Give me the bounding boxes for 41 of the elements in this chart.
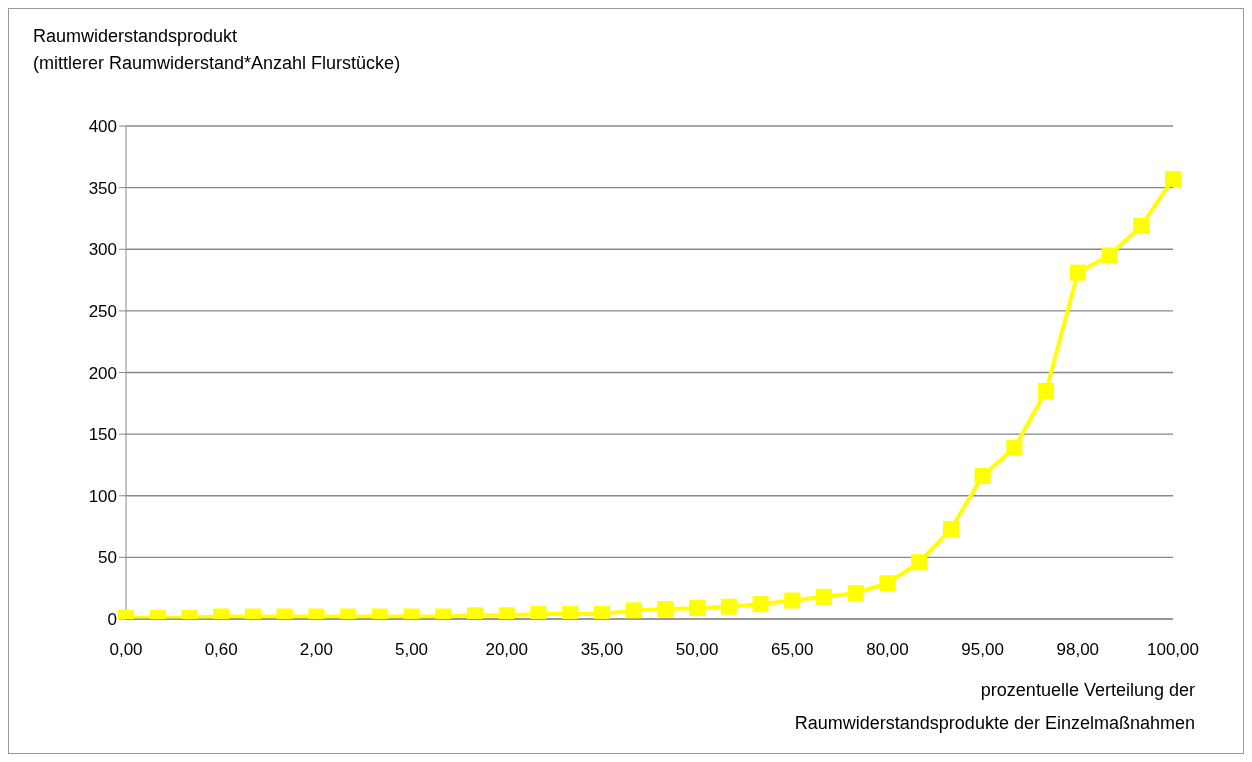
x-tick-label: 0,00 <box>109 640 143 660</box>
y-tick-label: 150 <box>88 425 117 445</box>
point <box>1133 217 1150 234</box>
point <box>1165 171 1181 187</box>
x-tick-label: 95,00 <box>961 640 1004 660</box>
point <box>657 601 674 618</box>
x-axis-title: prozentuelle Verteilung der Raumwiderstandsprodukte der Einzelmaßnahmen <box>794 679 1195 735</box>
point <box>974 468 991 485</box>
y-axis-title: Raumwiderstandsprodukt (mittlerer Raumwiderstand*Anzahl Flurstücke) <box>33 25 401 75</box>
point <box>942 521 959 538</box>
point <box>879 575 896 592</box>
y-tick-label: 50 <box>98 548 117 568</box>
x-tick-label: 0,60 <box>204 640 238 660</box>
y-tick-label: 100 <box>88 486 117 506</box>
point <box>1038 382 1055 399</box>
x-tick-label: 80,00 <box>866 640 909 660</box>
point <box>847 585 864 602</box>
point <box>784 592 801 609</box>
x-tick-label: 35,00 <box>580 640 624 660</box>
x-tick-label: 50,00 <box>675 640 719 660</box>
x-tick-label: 98,00 <box>1056 640 1100 660</box>
x-tick-label: 20,00 <box>485 640 528 660</box>
y-tick-label: 0 <box>107 610 117 630</box>
y-tick-label: 250 <box>88 301 117 321</box>
x-tick-label: 5,00 <box>395 640 429 660</box>
point <box>752 596 769 613</box>
point <box>1006 439 1023 456</box>
point <box>816 588 832 605</box>
point <box>1101 247 1118 264</box>
point <box>911 554 928 571</box>
point <box>720 598 737 615</box>
point <box>625 602 642 619</box>
y-tick-label: 300 <box>88 240 117 260</box>
y-tick-label: 350 <box>88 178 117 198</box>
x-tick-label: 2,00 <box>299 640 333 660</box>
x-tick-label: 100,00 <box>1147 640 1199 660</box>
y-tick-label: 400 <box>88 117 117 137</box>
point <box>1069 264 1086 281</box>
point <box>689 599 706 616</box>
x-tick-label: 65,00 <box>771 640 814 660</box>
y-tick-label: 200 <box>88 363 117 383</box>
